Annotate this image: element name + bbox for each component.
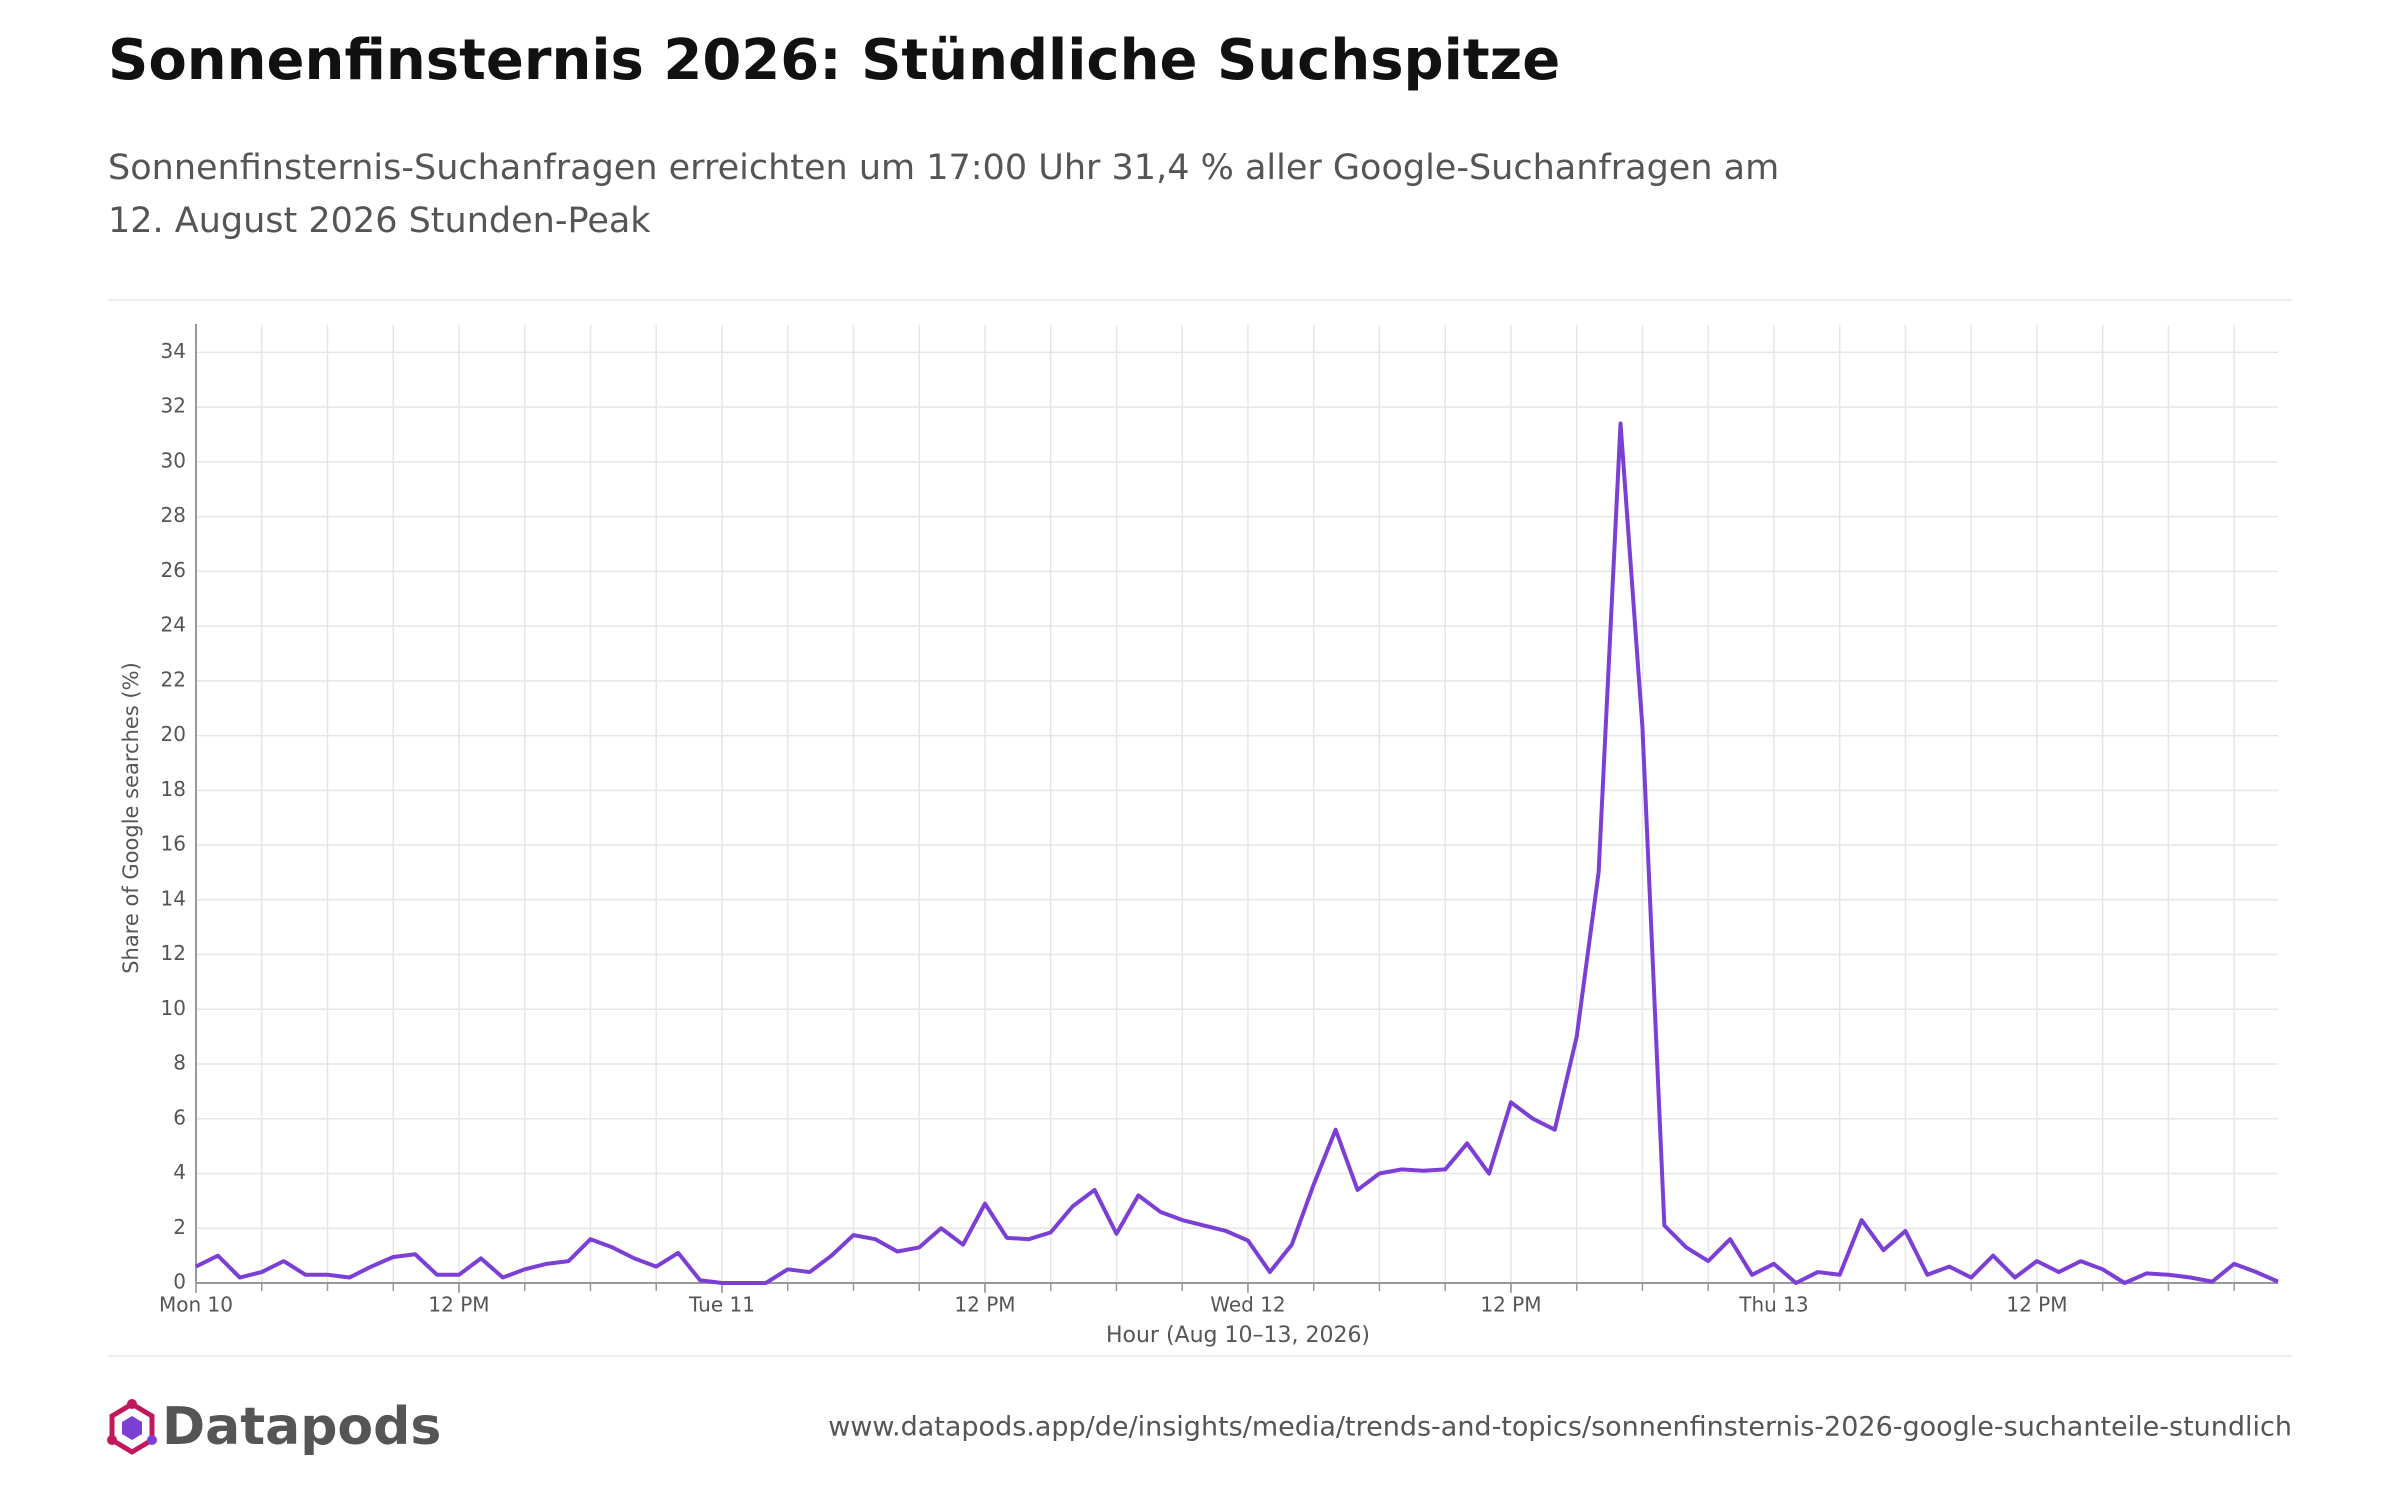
y-tick-label: 30 [161, 448, 186, 472]
source-url: www.datapods.app/de/insights/media/trend… [828, 1412, 2292, 1443]
y-axis-title: Share of Google searches (%) [119, 662, 143, 974]
y-tick-label: 2 [173, 1215, 186, 1239]
x-tick-label: Thu 13 [1738, 1293, 1808, 1317]
x-tick-label: 12 PM [954, 1293, 1015, 1317]
x-tick-label: 12 PM [2006, 1293, 2067, 1317]
y-tick-label: 14 [161, 886, 186, 910]
y-tick-label: 16 [161, 832, 186, 856]
x-tick-label: Wed 12 [1210, 1293, 1285, 1317]
chart-title: Sonnenfinsternis 2026: Stündliche Suchsp… [108, 28, 1561, 93]
x-tick-label: 12 PM [428, 1293, 489, 1317]
y-tick-label: 24 [161, 613, 186, 637]
y-tick-label: 18 [161, 777, 186, 801]
y-tick-label: 20 [161, 722, 186, 746]
y-tick-label: 26 [161, 558, 186, 582]
y-tick-label: 32 [161, 394, 186, 418]
chart-subtitle: Sonnenfinsternis-Suchanfragen erreichten… [108, 148, 1780, 241]
y-tick-label: 10 [161, 996, 186, 1020]
y-tick-label: 6 [173, 1105, 186, 1129]
y-tick-label: 12 [161, 941, 186, 965]
x-axis-title: Hour (Aug 10–13, 2026) [1106, 1323, 1370, 1348]
y-tick-label: 28 [161, 503, 186, 527]
y-tick-label: 22 [161, 667, 186, 691]
logo-icon [107, 1399, 157, 1455]
y-tick-label: 8 [173, 1051, 186, 1075]
y-tick-label: 34 [161, 339, 186, 363]
x-tick-label: Mon 10 [159, 1293, 233, 1317]
brand: Datapods [162, 1397, 441, 1457]
x-tick-label: 12 PM [1480, 1293, 1541, 1317]
x-tick-label: Tue 11 [688, 1293, 755, 1317]
y-tick-label: 0 [173, 1270, 186, 1294]
y-tick-label: 4 [173, 1160, 186, 1184]
data-line [195, 421, 2279, 1285]
